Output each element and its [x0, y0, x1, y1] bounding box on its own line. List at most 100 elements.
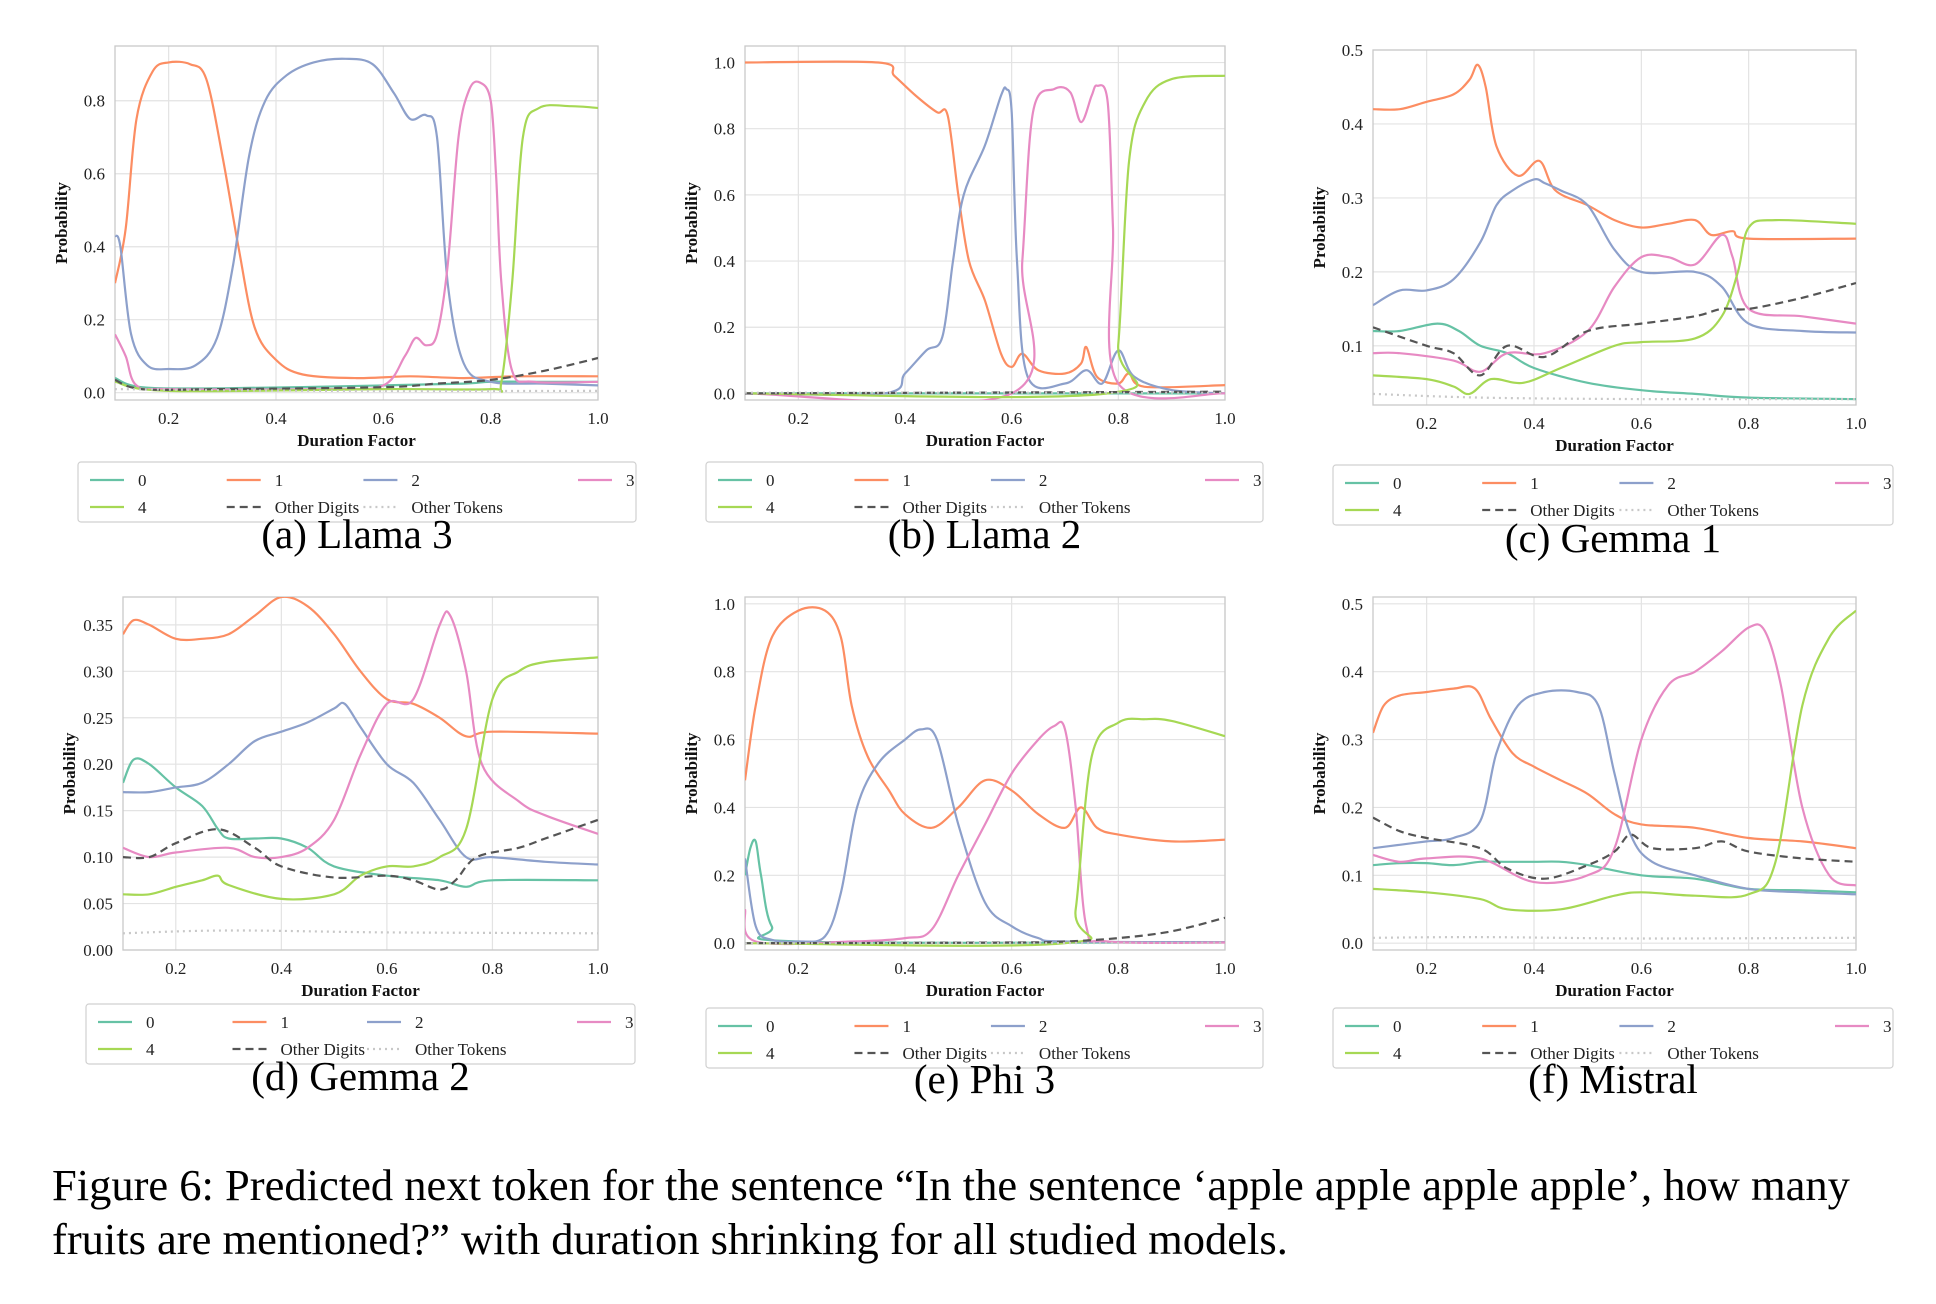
y-tick-label: 0.2: [1342, 263, 1363, 282]
x-tick-label: 1.0: [1214, 409, 1235, 428]
x-tick-label: 0.2: [165, 959, 186, 978]
legend-label: Other Digits: [1530, 501, 1615, 520]
y-tick-label: 0.0: [714, 934, 735, 953]
plot-frame: [114, 45, 599, 401]
series-line: [745, 60, 1225, 389]
y-axis-label: Probability: [52, 182, 71, 264]
x-axis-label: Duration Factor: [297, 431, 416, 450]
legend-label: 2: [1667, 1017, 1676, 1036]
y-axis-label: Probability: [1310, 732, 1329, 814]
legend-label: 4: [766, 1044, 775, 1063]
y-tick-label: 0.20: [83, 755, 113, 774]
y-tick-label: 0.0: [714, 384, 735, 403]
series-line: [745, 84, 1225, 400]
y-tick-label: 0.35: [83, 616, 113, 635]
x-tick-label: 1.0: [1845, 959, 1866, 978]
x-axis-label: Duration Factor: [926, 431, 1045, 450]
series-line: [745, 720, 1225, 946]
series-line: [1373, 685, 1856, 850]
legend-label: Other Tokens: [1039, 498, 1131, 517]
legend: 0 1 2 3 4 Other Digits Other Tokens: [705, 1007, 1264, 1069]
y-tick-label: 0.3: [1342, 731, 1363, 750]
y-tick-label: 0.0: [84, 384, 105, 403]
x-tick-label: 0.4: [1523, 414, 1545, 433]
y-tick-label: 0.30: [83, 662, 113, 681]
legend-label: 4: [766, 498, 775, 517]
chart-panel: 0.2 0.4 0.6 0.8 1.0 0.1 0.2 0.3 0.4 0.5 Duration F…: [1310, 41, 1894, 561]
x-tick-label: 0.6: [1631, 959, 1652, 978]
x-tick-label: 0.8: [480, 409, 501, 428]
x-tick-label: 0.4: [271, 959, 293, 978]
legend-label: 3: [626, 471, 635, 490]
series-line: [745, 727, 1225, 944]
y-tick-label: 0.3: [1342, 189, 1363, 208]
x-axis-label: Duration Factor: [301, 981, 420, 1000]
x-tick-label: 0.2: [1416, 414, 1437, 433]
chart-panel: 0.2 0.4 0.6 0.8 1.0 0.00 0.05 0.10 0.15 0.20 0.25 0…: [60, 596, 636, 1099]
legend-label: Other Tokens: [411, 498, 503, 517]
y-tick-label: 0.1: [1342, 337, 1363, 356]
legend-label: 3: [1883, 1017, 1892, 1036]
legend-label: 2: [411, 471, 420, 490]
legend: 0 1 2 3 4 Other Digits Other Tokens: [1332, 1007, 1894, 1069]
y-tick-label: 0.25: [83, 709, 113, 728]
series-line: [745, 86, 1225, 396]
legend-label: 3: [1883, 474, 1892, 493]
legend-label: 2: [415, 1013, 424, 1032]
chart-panel: 0.2 0.4 0.6 0.8 1.0 0.0 0.1 0.2 0.3 0.4 0.5 Duratio…: [1310, 595, 1894, 1102]
legend: 0 1 2 3 4 Other Digits Other Tokens: [705, 461, 1264, 523]
y-tick-label: 0.05: [83, 895, 113, 914]
series-line: [745, 838, 1225, 944]
y-tick-label: 0.10: [83, 848, 113, 867]
series-line: [745, 916, 1225, 945]
series-line: [1373, 609, 1856, 912]
y-axis-label: Probability: [682, 732, 701, 814]
legend-box: [1332, 464, 1894, 526]
y-tick-label: 0.6: [714, 186, 735, 205]
y-tick-label: 0.15: [83, 802, 113, 821]
subplot-caption: (c) Gemma 1: [1505, 515, 1721, 561]
legend-label: Other Digits: [275, 498, 360, 517]
x-tick-label: 0.6: [1001, 959, 1022, 978]
plot-frame: [122, 596, 599, 951]
y-tick-label: 0.2: [714, 866, 735, 885]
legend-label: 1: [902, 471, 911, 490]
y-tick-label: 0.8: [714, 663, 735, 682]
legend-label: 3: [1253, 471, 1262, 490]
y-tick-label: 1.0: [714, 54, 735, 73]
x-tick-label: 0.2: [158, 409, 179, 428]
series-line: [1373, 218, 1856, 396]
x-tick-label: 0.4: [1523, 959, 1545, 978]
chart-panel: 0.2 0.4 0.6 0.8 1.0 0.0 0.2 0.4 0.6 0.8 1.0 Duratio…: [682, 595, 1264, 1102]
series-line: [115, 60, 598, 380]
y-tick-label: 0.2: [84, 311, 105, 330]
series-line: [123, 701, 598, 866]
x-tick-label: 0.4: [894, 409, 916, 428]
x-tick-label: 0.8: [1108, 409, 1129, 428]
legend: 0 1 2 3 4 Other Digits Other Tokens: [85, 1003, 636, 1065]
plot-frame: [1372, 596, 1857, 951]
y-tick-label: 0.6: [84, 165, 105, 184]
y-axis-label: Probability: [682, 182, 701, 264]
subplot-caption: (a) Llama 3: [261, 511, 452, 557]
legend-label: 1: [275, 471, 284, 490]
series-line: [1373, 178, 1856, 334]
series-line: [123, 818, 598, 891]
subplot-caption: (d) Gemma 2: [251, 1053, 470, 1099]
x-tick-label: 0.8: [1738, 414, 1759, 433]
y-tick-label: 0.4: [714, 252, 736, 271]
series-line: [1373, 623, 1856, 887]
x-tick-label: 0.6: [376, 959, 397, 978]
x-tick-label: 0.6: [373, 409, 394, 428]
legend-label: 0: [766, 1017, 775, 1036]
series-line: [115, 57, 598, 387]
x-tick-label: 0.2: [788, 959, 809, 978]
y-tick-label: 0.4: [1342, 663, 1364, 682]
series-line: [115, 388, 598, 393]
legend: 0 1 2 3 4 Other Digits Other Tokens: [1332, 464, 1894, 526]
series-line: [745, 606, 1225, 843]
x-tick-label: 1.0: [1214, 959, 1235, 978]
legend-label: Other Tokens: [1667, 501, 1759, 520]
x-axis-label: Duration Factor: [926, 981, 1045, 1000]
